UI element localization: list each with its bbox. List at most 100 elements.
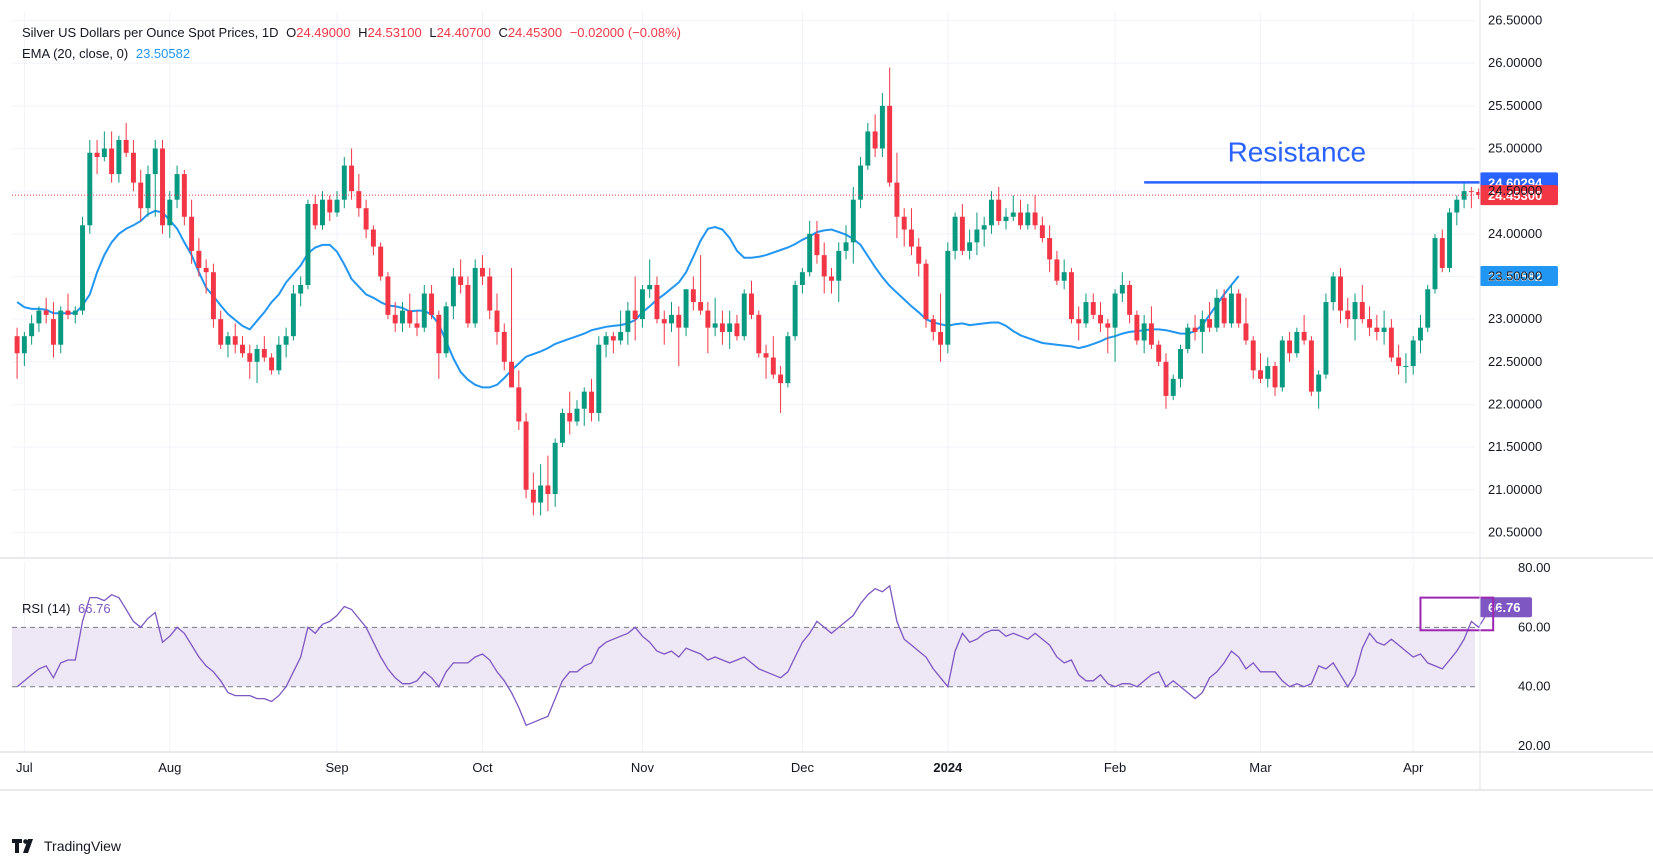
- candle-body: [240, 344, 245, 354]
- candle-body: [116, 139, 122, 175]
- low-label: L: [429, 25, 437, 40]
- candle-body: [901, 216, 907, 230]
- candle-body: [1323, 302, 1329, 375]
- candle-body: [974, 229, 980, 243]
- candle-body: [676, 314, 682, 328]
- candle-body: [247, 353, 253, 362]
- candle-body: [50, 319, 56, 345]
- candle-body: [1090, 302, 1096, 315]
- candle-body: [981, 225, 987, 230]
- candle-body: [778, 374, 784, 384]
- candle-body: [494, 310, 500, 332]
- price-tick-label: 25.00000: [1488, 141, 1542, 156]
- candle-body: [385, 276, 391, 315]
- candle-body: [349, 165, 355, 192]
- candle-body: [1316, 374, 1322, 392]
- resistance-annotation: Resistance: [1228, 136, 1367, 167]
- candle-body: [392, 314, 398, 324]
- candle-body: [1076, 319, 1082, 324]
- candle-body: [1345, 310, 1351, 320]
- rsi-value: 66.76: [78, 601, 111, 616]
- candle-body: [145, 174, 151, 209]
- price-tick-label: 26.00000: [1488, 55, 1542, 70]
- ema-price-tag-bg: [1480, 265, 1558, 286]
- candle-body: [203, 267, 209, 273]
- candle-body: [850, 199, 856, 243]
- candle-body: [698, 302, 704, 311]
- candle-body: [370, 229, 376, 247]
- candle-body: [799, 272, 805, 285]
- rsi-tick-label: 20.00: [1518, 738, 1551, 753]
- candle-body: [1258, 370, 1263, 379]
- candle-body: [1301, 331, 1307, 341]
- x-tick-label: Aug: [158, 760, 181, 775]
- x-tick-label: Sep: [325, 760, 348, 775]
- ema-legend: EMA (20, close, 0) 23.50582: [22, 46, 190, 61]
- candle-body: [1119, 285, 1125, 294]
- candle-body: [647, 285, 653, 290]
- candle-body: [1454, 199, 1460, 213]
- candle-body: [1374, 327, 1380, 332]
- candle-body: [356, 191, 362, 209]
- candle-body: [1425, 289, 1431, 328]
- candle-body: [298, 285, 304, 294]
- candle-body: [1265, 366, 1271, 379]
- candle-body: [472, 267, 478, 324]
- last-price-tag: 24.45300: [1488, 188, 1542, 203]
- candle-body: [94, 152, 100, 158]
- candle-body: [450, 276, 456, 307]
- candle-body: [65, 310, 71, 315]
- candle-body: [1047, 238, 1053, 260]
- candle-body: [749, 293, 754, 315]
- candle-body: [1010, 212, 1016, 217]
- candle-body: [429, 293, 435, 315]
- candle-body: [1447, 212, 1453, 268]
- candle-body: [421, 293, 427, 328]
- candle-body: [101, 148, 107, 158]
- candle-body: [959, 216, 965, 251]
- tradingview-footer[interactable]: TradingView: [12, 838, 121, 854]
- candle-body: [1468, 191, 1474, 193]
- candle-body: [1250, 340, 1256, 371]
- candle-body: [167, 199, 173, 226]
- candle-body: [872, 131, 878, 149]
- candle-body: [261, 348, 267, 358]
- candle-body: [312, 203, 318, 226]
- candle-body: [625, 310, 631, 332]
- price-tick-label: 22.50000: [1488, 354, 1542, 369]
- candle-body: [603, 336, 609, 345]
- candle-body: [829, 276, 834, 281]
- candle-body: [683, 289, 689, 328]
- price-tick-label: 25.50000: [1488, 98, 1542, 113]
- candle-body: [741, 293, 747, 337]
- candle-body: [618, 331, 624, 341]
- candle-body: [552, 442, 558, 495]
- candle-body: [363, 208, 369, 230]
- candle-body: [1127, 285, 1133, 315]
- candle-body: [14, 336, 20, 354]
- candle-body: [596, 344, 602, 413]
- candle-body: [559, 412, 565, 443]
- candle-body: [1294, 331, 1300, 354]
- rsi-highlight-box: [1419, 596, 1495, 632]
- x-tick-label: Dec: [791, 760, 815, 775]
- candle-body: [1272, 366, 1278, 388]
- candle-body: [792, 285, 798, 337]
- candle-body: [1279, 340, 1285, 388]
- candle-body: [327, 199, 333, 213]
- low-value: 24.40700: [436, 25, 491, 40]
- candle-body: [945, 250, 951, 345]
- candle-body: [1025, 212, 1031, 226]
- candle-body: [1410, 340, 1416, 367]
- candle-body: [1054, 259, 1060, 281]
- rsi-tick-label: 80.00: [1518, 560, 1551, 575]
- candles: [14, 67, 1482, 516]
- candle-body: [589, 391, 595, 413]
- last-price-tag-bg: [1480, 185, 1558, 206]
- candle-body: [174, 174, 180, 200]
- ema-line: [16, 209, 1240, 389]
- price-tick-label: 24.50000: [1488, 183, 1542, 198]
- candle-body: [378, 246, 384, 277]
- candle-body: [1178, 348, 1183, 379]
